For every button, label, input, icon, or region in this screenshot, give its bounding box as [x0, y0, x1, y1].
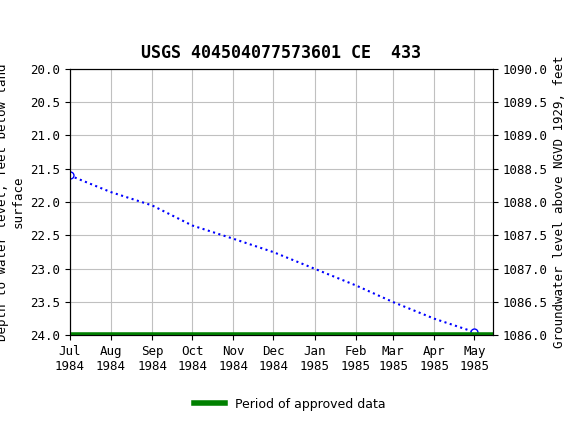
Y-axis label: Groundwater level above NGVD 1929, feet: Groundwater level above NGVD 1929, feet — [553, 56, 566, 348]
Title: USGS 404504077573601 CE  433: USGS 404504077573601 CE 433 — [142, 44, 421, 61]
Text: ▒USGS: ▒USGS — [12, 6, 66, 28]
Legend: Period of approved data: Period of approved data — [189, 393, 391, 416]
Y-axis label: Depth to water level, feet below land
surface: Depth to water level, feet below land su… — [0, 63, 24, 341]
